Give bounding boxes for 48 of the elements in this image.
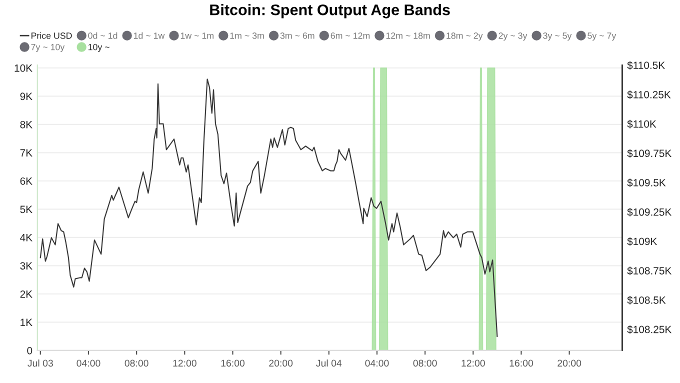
y-tick-label: 2K [20,290,32,298]
legend-label: 3m ~ 6m [280,32,314,39]
x-tick-label: 20:00 [269,360,293,367]
y-tick-label: 10K [14,64,32,72]
y-tick-label: 3K [20,262,32,270]
x-tick-label: 08:00 [413,360,437,367]
chart-title: Bitcoin: Spent Output Age Bands [210,4,450,18]
y-tick-label: 9K [20,92,32,100]
y-tick-label: 8K [20,120,32,128]
x-tick-label: 16:00 [510,360,534,367]
y-tick-label: 6K [20,177,32,185]
x-tick-label: 04:00 [76,360,100,367]
y-tick-label: 7K [20,149,32,156]
y2-tick-label: $108.5K [627,296,666,304]
legend-label: 6m ~ 12m [330,32,370,39]
x-tick-label: 20:00 [558,360,582,367]
x-tick-label: Jul 04 [316,359,342,367]
x-tick-label: 04:00 [365,360,389,367]
y2-tick-label: $109.5K [627,178,666,188]
y-tick-label: 4K [20,234,32,242]
y2-tick-label: $108.75K [627,266,672,276]
x-tick-label: 08:00 [124,360,148,367]
legend-label: Price USD [32,32,72,39]
x-tick-label: 12:00 [462,360,485,367]
legend-label: 1w ~ 1m [180,32,214,39]
y2-tick-label: $110.5K [627,61,665,70]
y2-tick-label: $108.25K [627,325,672,334]
legend-label: 3y ~ 5y [543,32,572,41]
y2-tick-label: $109K [627,237,658,246]
y2-tick-label: $110K [627,120,656,128]
legend-label: 10y ~ [88,44,110,52]
legend-label: 5y ~ 7y [588,32,616,41]
legend-label: 1d ~ 1w [134,32,165,39]
legend-label: 1m ~ 3m [230,32,264,39]
x-tick-label: 12:00 [173,360,196,367]
x-tick-label: Jul 03 [28,359,53,367]
legend-label: 2y ~ 3y [498,32,528,41]
y2-tick-label: $109.25K [627,208,672,216]
y2-tick-label: $110.25K [627,90,671,99]
y-tick-label: 5K [20,206,32,214]
y2-tick-label: $109.75K [627,149,672,158]
y-tick-label: 1K [20,318,32,326]
legend-label: 0d ~ 1d [88,32,118,39]
x-tick-label: 16:00 [221,360,245,367]
legend-label: 7y ~ 10y [31,44,65,52]
legend-label: 12m ~ 18m [386,32,430,39]
y-tick-label: 0 [27,346,32,354]
legend-label: 18m ~ 2y [446,32,483,41]
